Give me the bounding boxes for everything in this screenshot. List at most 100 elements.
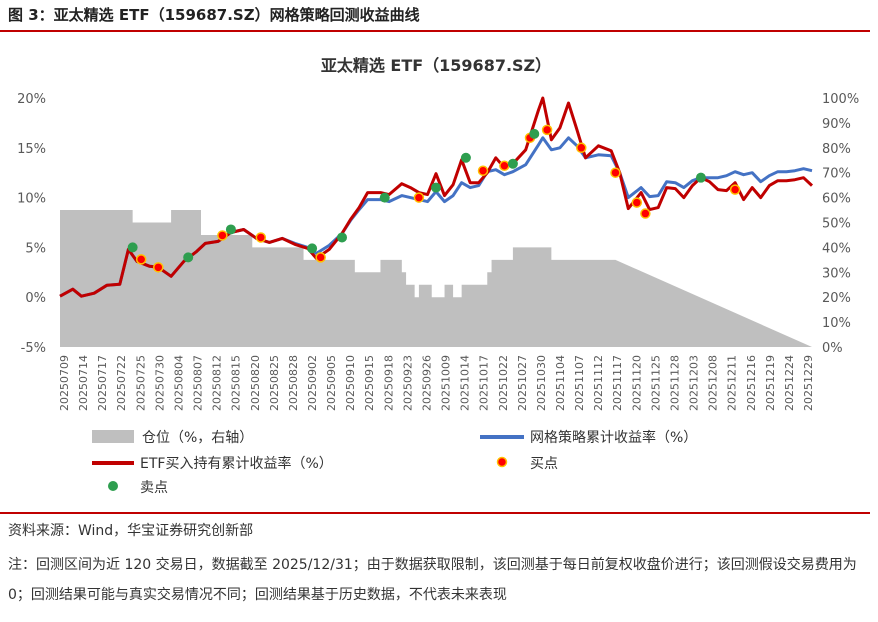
- x-tick-label: 20251128: [669, 355, 682, 411]
- x-tick-label: 20250807: [192, 355, 205, 411]
- x-tick-label: 20251104: [554, 355, 567, 411]
- y-left-tick-label: 15%: [17, 142, 46, 157]
- y-left-tick-label: 10%: [17, 192, 46, 207]
- buy-point: [255, 232, 267, 243]
- x-tick-label: 20251107: [573, 355, 586, 411]
- y-axis-right: 0% 10% 20% 30% 40% 50% 60% 70% 80% 90% 100%: [822, 92, 859, 356]
- chart-title: 亚太精选 ETF（159687.SZ）: [321, 56, 551, 75]
- buy-point: [315, 252, 326, 263]
- legend-label-sell: 卖点: [140, 480, 168, 496]
- x-tick-label: 20250915: [363, 355, 376, 411]
- buy-point: [413, 192, 425, 203]
- buy-point: [640, 208, 651, 219]
- buy-point: [631, 197, 643, 208]
- y-right-tick-label: 100%: [822, 92, 859, 107]
- title-rule: [0, 30, 870, 32]
- buy-point: [499, 160, 510, 171]
- x-tick-label: 20250725: [134, 355, 147, 411]
- y-right-tick-label: 80%: [822, 142, 851, 157]
- y-right-tick-label: 60%: [822, 192, 851, 207]
- x-tick-label: 20250918: [382, 355, 395, 411]
- y-right-tick-label: 50%: [822, 217, 851, 232]
- y-right-tick-label: 40%: [822, 241, 851, 256]
- y-right-tick-label: 20%: [822, 291, 851, 306]
- sell-point: [183, 252, 194, 263]
- chart-area: 亚太精选 ETF（159687.SZ） -5% 0% 5% 10% 15% 20% 0% 1…: [6, 40, 872, 508]
- x-tick-label: 20251014: [459, 355, 472, 411]
- y-right-tick-label: 30%: [822, 266, 851, 281]
- y-left-tick-label: 5%: [25, 241, 46, 256]
- position-area-layer: [60, 210, 812, 347]
- legend-swatch-buy: [496, 456, 508, 468]
- x-tick-label: 20250714: [77, 355, 90, 411]
- x-tick-label: 20250820: [249, 355, 262, 411]
- y-left-tick-label: 20%: [17, 92, 46, 107]
- x-tick-label: 20251219: [764, 355, 777, 411]
- x-tick-label: 20250815: [230, 355, 243, 411]
- y-right-tick-label: 70%: [822, 167, 851, 182]
- x-tick-label: 20251229: [802, 355, 815, 411]
- x-tick-label: 20250722: [115, 355, 128, 411]
- x-tick-label: 20251030: [535, 355, 548, 411]
- buy-point: [135, 254, 147, 265]
- x-tick-label: 20251117: [611, 355, 624, 411]
- x-tick-label: 20250825: [268, 355, 281, 411]
- x-tick-label: 20251224: [783, 355, 796, 411]
- x-tick-label: 20251022: [497, 355, 510, 411]
- sell-point: [529, 128, 540, 139]
- y-left-tick-label: 0%: [25, 291, 46, 306]
- legend-label-strategy: 网格策略累计收益率（%）: [530, 429, 697, 446]
- sell-point: [695, 172, 706, 183]
- x-tick-label: 20250709: [58, 355, 71, 411]
- source-text: 资料来源：Wind，华宝证券研究创新部: [8, 523, 254, 539]
- sell-point: [127, 242, 138, 253]
- sell-point: [431, 182, 441, 193]
- legend-label-etf: ETF买入持有累计收益率（%）: [140, 455, 333, 472]
- x-tick-label: 20250717: [96, 355, 109, 411]
- x-tick-label: 20251017: [478, 355, 491, 411]
- x-tick-label: 20251216: [745, 355, 758, 411]
- trade-points-layer: [127, 124, 741, 273]
- sell-point: [307, 243, 318, 254]
- x-tick-label: 20250804: [173, 355, 186, 411]
- legend-swatch-sell: [108, 481, 118, 491]
- x-tick-label: 20251027: [516, 355, 529, 411]
- x-tick-label: 20251120: [630, 355, 643, 411]
- y-axis-left: -5% 0% 5% 10% 15% 20%: [17, 92, 46, 356]
- sell-point: [507, 158, 518, 169]
- buy-point: [729, 184, 741, 195]
- sell-point: [379, 192, 390, 203]
- source-rule: [0, 512, 870, 514]
- x-tick-label: 20250905: [325, 355, 338, 411]
- x-tick-label: 20250923: [401, 355, 414, 411]
- x-tick-label: 20250910: [344, 355, 357, 411]
- sell-point: [225, 224, 236, 235]
- x-tick-label: 20250730: [153, 355, 166, 411]
- x-tick-label: 20251208: [707, 355, 720, 411]
- buy-point: [576, 142, 587, 154]
- buy-point: [610, 167, 621, 178]
- legend-label-position: 仓位（%，右轴）: [142, 430, 253, 446]
- x-tick-label: 20251211: [726, 355, 739, 411]
- x-tick-label: 20251203: [688, 355, 701, 411]
- figure-title: 图 3：亚太精选 ETF（159687.SZ）网格策略回测收益曲线: [8, 6, 420, 24]
- x-tick-label: 20250828: [287, 355, 300, 411]
- buy-point: [153, 262, 164, 273]
- y-right-tick-label: 90%: [822, 117, 851, 132]
- position-area: [60, 210, 812, 347]
- x-tick-label: 20251125: [649, 355, 662, 411]
- x-tick-label: 20250926: [421, 355, 434, 411]
- y-left-tick-label: -5%: [21, 341, 46, 356]
- buy-point: [541, 124, 553, 136]
- x-tick-label: 20251112: [592, 355, 605, 411]
- x-tick-label: 20250902: [306, 355, 319, 411]
- sell-point: [337, 232, 347, 243]
- x-tick-label: 20250812: [211, 355, 224, 411]
- note-text: 注：回测区间为近 120 交易日，数据截至 2025/12/31；由于数据获取限…: [8, 557, 857, 603]
- legend-label-buy: 买点: [530, 456, 558, 472]
- y-right-tick-label: 10%: [822, 316, 851, 331]
- x-tick-label: 20251009: [440, 355, 453, 411]
- buy-point: [477, 165, 489, 176]
- y-right-tick-label: 0%: [822, 341, 843, 356]
